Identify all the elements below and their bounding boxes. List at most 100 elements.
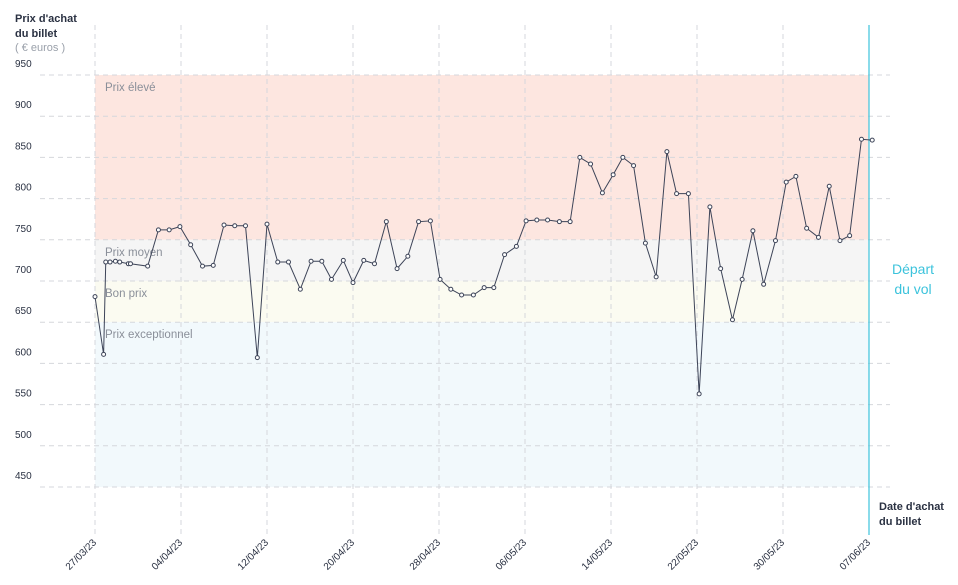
band-label: Prix élevé	[105, 82, 156, 94]
price-point	[567, 219, 573, 225]
price-point	[674, 191, 680, 197]
band-label: Bon prix	[105, 288, 147, 300]
price-point	[107, 259, 113, 265]
price-point	[556, 219, 562, 225]
price-point	[588, 161, 594, 167]
price-point	[750, 228, 756, 234]
price-point	[804, 225, 810, 231]
y-tick-label: 750	[15, 224, 32, 235]
y-tick-label: 600	[15, 347, 32, 358]
price-point	[117, 259, 123, 265]
price-point	[783, 179, 789, 185]
x-tick-label: 20/04/23	[322, 537, 358, 573]
price-point	[815, 234, 821, 240]
price-point	[523, 218, 529, 224]
price-point	[221, 222, 227, 228]
price-point	[188, 242, 194, 248]
price-point	[858, 136, 864, 142]
y-tick-label: 450	[15, 471, 32, 482]
price-point	[653, 274, 659, 280]
y-tick-label: 500	[15, 430, 32, 441]
price-band	[95, 239, 869, 281]
price-point	[166, 227, 172, 233]
price-point	[545, 217, 551, 223]
price-point	[383, 219, 389, 225]
price-point	[696, 391, 702, 397]
y-axis-title: du billet	[15, 28, 58, 40]
price-point	[427, 218, 433, 224]
price-point	[664, 149, 670, 155]
price-point	[145, 263, 151, 269]
price-point	[200, 263, 205, 269]
y-tick-label: 900	[15, 100, 32, 111]
price-point	[793, 173, 799, 179]
price-point	[491, 285, 497, 291]
price-point	[340, 257, 346, 263]
price-point	[275, 259, 281, 265]
y-tick-label: 950	[15, 59, 32, 70]
price-point	[127, 261, 133, 267]
price-point	[642, 240, 648, 246]
y-tick-label: 550	[15, 389, 32, 400]
price-point	[264, 221, 270, 227]
price-point	[437, 276, 443, 282]
price-point	[459, 292, 465, 298]
x-axis-title: du billet	[879, 516, 922, 528]
price-point	[394, 266, 400, 272]
y-tick-label: 800	[15, 183, 32, 194]
x-tick-label: 06/05/23	[494, 537, 530, 573]
price-point	[470, 292, 476, 298]
price-point	[329, 276, 334, 282]
price-point	[297, 286, 303, 292]
x-tick-label: 28/04/23	[408, 537, 444, 573]
y-axis-title: Prix d'achat	[15, 13, 77, 25]
price-point	[155, 227, 161, 233]
price-point	[502, 252, 508, 258]
x-tick-label: 07/06/23	[838, 537, 874, 573]
price-point	[577, 154, 583, 160]
price-point	[177, 224, 183, 230]
x-tick-label: 04/04/23	[150, 537, 186, 573]
y-tick-label: 650	[15, 306, 32, 317]
annotation: Départ	[892, 261, 934, 277]
price-point	[599, 190, 605, 196]
price-point	[92, 294, 98, 300]
price-point	[243, 223, 248, 229]
price-point	[707, 204, 713, 210]
price-point	[718, 266, 724, 272]
y-tick-label: 850	[15, 141, 32, 152]
y-axis-unit: ( € euros )	[15, 42, 65, 54]
price-point	[101, 351, 107, 357]
price-point	[534, 217, 540, 223]
price-point	[286, 259, 291, 265]
band-label: Prix exceptionnel	[105, 329, 193, 341]
x-tick-label: 27/03/23	[64, 537, 100, 573]
price-point	[631, 163, 637, 169]
price-point	[361, 257, 367, 263]
price-point	[103, 259, 109, 265]
price-point	[837, 238, 843, 244]
price-point	[761, 281, 767, 287]
x-axis-title: Date d'achat	[879, 501, 944, 513]
band-label: Prix moyen	[105, 247, 163, 259]
x-tick-label: 14/05/23	[580, 537, 616, 573]
y-tick-label: 700	[15, 265, 32, 276]
price-point	[405, 253, 411, 259]
annotation: du vol	[894, 281, 931, 297]
price-point	[308, 258, 314, 264]
x-tick-label: 30/05/23	[752, 537, 788, 573]
price-point	[685, 191, 691, 197]
x-tick-label: 12/04/23	[236, 537, 272, 573]
price-point	[847, 233, 853, 239]
price-point	[448, 286, 454, 292]
x-tick-label: 22/05/23	[666, 537, 702, 573]
price-point	[513, 243, 519, 249]
price-point	[620, 154, 626, 160]
price-point	[772, 238, 778, 244]
price-point	[729, 317, 735, 323]
price-point	[232, 223, 238, 229]
price-point	[210, 262, 216, 268]
price-point	[416, 219, 422, 225]
price-point	[869, 137, 875, 143]
price-point	[319, 258, 325, 264]
